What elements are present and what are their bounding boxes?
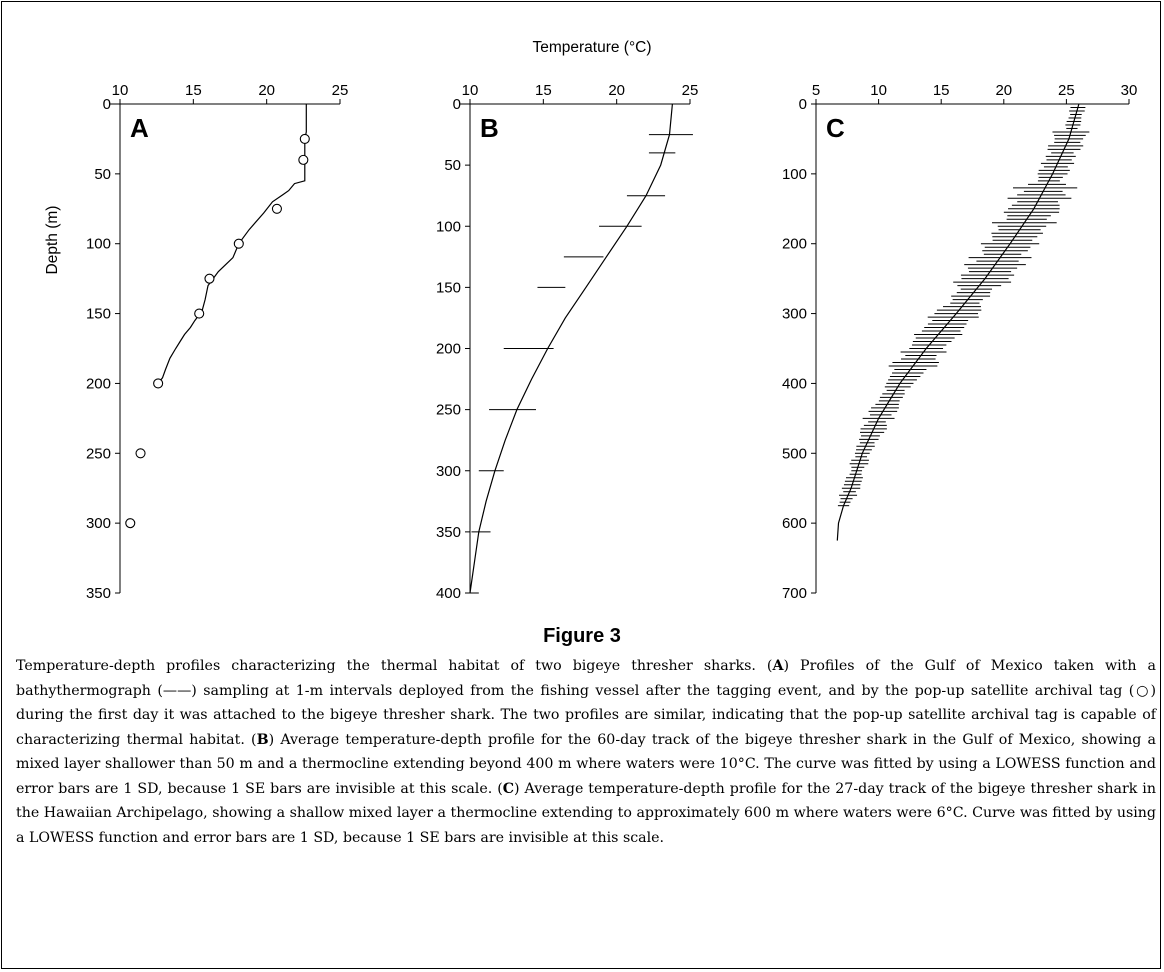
y-tick-label: 300	[782, 306, 807, 323]
y-tick-label: 300	[436, 463, 461, 480]
tag-marker	[125, 518, 136, 529]
y-tick-label: 150	[436, 279, 461, 296]
y-tick-label: 150	[86, 306, 111, 323]
x-tick-label: 15	[535, 82, 552, 99]
panel-letter: A	[130, 113, 149, 143]
figure-charts: Temperature (°C) Depth (m) 10 15 20 2505010…	[44, 39, 1137, 602]
tag-marker	[233, 238, 244, 249]
y-tick-label: 0	[103, 96, 111, 113]
x-tick-label: 10	[462, 82, 479, 99]
y-tick-label: 400	[782, 375, 807, 392]
y-tick-label: 50	[94, 166, 111, 183]
panel-letter: C	[826, 113, 845, 143]
x-tick-label: 20	[995, 82, 1012, 99]
y-tick-label: 350	[86, 585, 111, 602]
profile-line	[157, 104, 307, 384]
y-tick-label: 250	[436, 402, 461, 419]
y-tick-label: 100	[436, 218, 461, 235]
profile-line	[469, 103, 673, 594]
caption-panel-letter: B	[256, 731, 269, 748]
figure-caption: Temperature-depth profiles characterizin…	[16, 658, 1156, 846]
y-tick-label: 600	[782, 515, 807, 532]
y-tick-label: 200	[86, 375, 111, 392]
y-tick-label: 250	[86, 445, 111, 462]
y-tick-label: 350	[436, 524, 461, 541]
tag-marker	[204, 273, 215, 284]
x-tick-label: 10	[112, 82, 129, 99]
x-tick-label: 30	[1121, 82, 1138, 99]
y-tick-label: 700	[782, 585, 807, 602]
tag-marker	[135, 448, 146, 459]
y-tick-label: 300	[86, 515, 111, 532]
x-tick-label: 10	[870, 82, 887, 99]
x-tick-label: 5	[812, 82, 820, 99]
y-axis-title: Depth (m)	[44, 206, 61, 275]
y-tick-label: 0	[453, 96, 461, 113]
panel-letter: B	[480, 113, 499, 143]
caption-panel-letter: C	[502, 780, 515, 797]
y-tick-label: 0	[799, 96, 807, 113]
y-tick-label: 50	[444, 157, 461, 174]
x-tick-label: 25	[1058, 82, 1075, 99]
y-tick-label: 200	[782, 236, 807, 253]
tag-marker	[153, 378, 164, 389]
y-tick-label: 500	[782, 445, 807, 462]
tag-marker	[194, 308, 205, 319]
y-tick-label: 100	[86, 236, 111, 253]
y-tick-label: 200	[436, 341, 461, 358]
x-tick-label: 25	[332, 82, 349, 99]
tag-marker	[299, 133, 310, 144]
x-tick-label: 20	[608, 82, 625, 99]
tag-marker	[298, 154, 309, 165]
x-axis-title: Temperature (°C)	[532, 39, 651, 56]
figure-title: Figure 3	[543, 625, 621, 647]
profile-line	[836, 103, 1080, 541]
tag-marker	[271, 203, 282, 214]
y-tick-label: 100	[782, 166, 807, 183]
x-tick-label: 15	[933, 82, 950, 99]
caption-panel-letter: A	[772, 658, 784, 674]
x-tick-label: 25	[682, 82, 699, 99]
y-tick-label: 400	[436, 585, 461, 602]
x-tick-label: 20	[258, 82, 275, 99]
x-tick-label: 15	[185, 82, 202, 99]
